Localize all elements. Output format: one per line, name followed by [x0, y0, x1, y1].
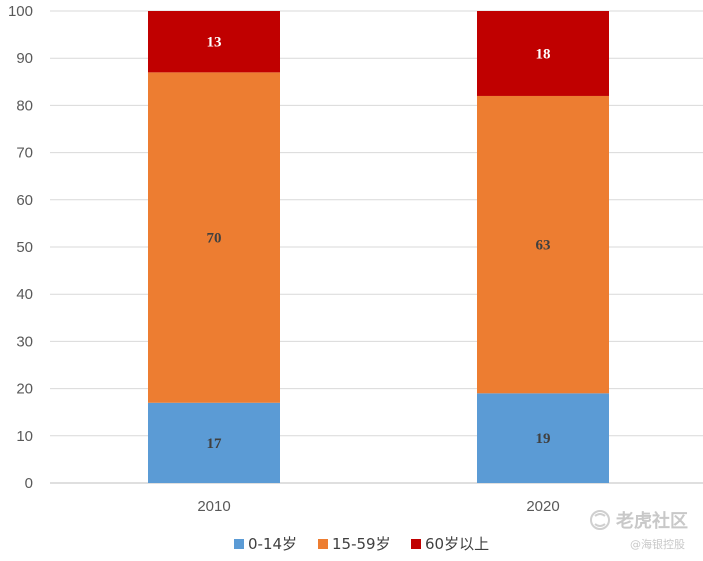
bar-segment [477, 95, 609, 394]
watermark: 老虎社区 @海银控股 [590, 510, 688, 551]
bars: 17 70 13 19 63 18 [148, 11, 609, 483]
x-tick-label: 2020 [526, 498, 559, 515]
x-axis-ticks: 2010 2020 [197, 498, 559, 515]
y-axis-ticks: 0 10 20 30 40 50 60 70 80 90 100 [8, 3, 33, 492]
bar-segment [148, 11, 280, 73]
legend-item: 60岁以上 [411, 535, 489, 553]
y-tick-label: 90 [16, 50, 33, 67]
legend: 0-14岁 15-59岁 60岁以上 [234, 535, 489, 553]
y-tick-label: 20 [16, 381, 33, 398]
y-tick-label: 0 [25, 475, 33, 492]
y-tick-label: 60 [16, 192, 33, 209]
watermark-subtitle: @海银控股 [630, 537, 685, 551]
watermark-title: 老虎社区 [616, 510, 688, 532]
data-label: 70 [207, 231, 222, 247]
data-label: 19 [536, 431, 551, 447]
data-label: 18 [536, 46, 551, 62]
data-label: 17 [207, 436, 223, 452]
y-tick-label: 100 [8, 3, 33, 20]
legend-label: 15-59岁 [332, 535, 391, 553]
legend-item: 15-59岁 [318, 535, 391, 553]
tiger-logo-icon [590, 510, 610, 530]
bar-segment [477, 393, 609, 483]
bar-segment [477, 11, 609, 96]
y-tick-label: 40 [16, 286, 33, 303]
y-tick-label: 70 [16, 145, 33, 162]
data-label: 13 [207, 35, 222, 51]
bar-segment [148, 402, 280, 483]
legend-swatch [411, 539, 421, 549]
y-tick-label: 10 [16, 428, 33, 445]
legend-swatch [234, 539, 244, 549]
y-tick-label: 80 [16, 97, 33, 114]
legend-label: 60岁以上 [425, 535, 489, 553]
legend-label: 0-14岁 [248, 535, 297, 553]
x-tick-label: 2010 [197, 498, 230, 515]
y-tick-label: 30 [16, 333, 33, 350]
legend-swatch [318, 539, 328, 549]
legend-item: 0-14岁 [234, 535, 297, 553]
y-tick-label: 50 [16, 239, 33, 256]
bar-segment [148, 72, 280, 403]
data-label: 63 [536, 238, 551, 254]
